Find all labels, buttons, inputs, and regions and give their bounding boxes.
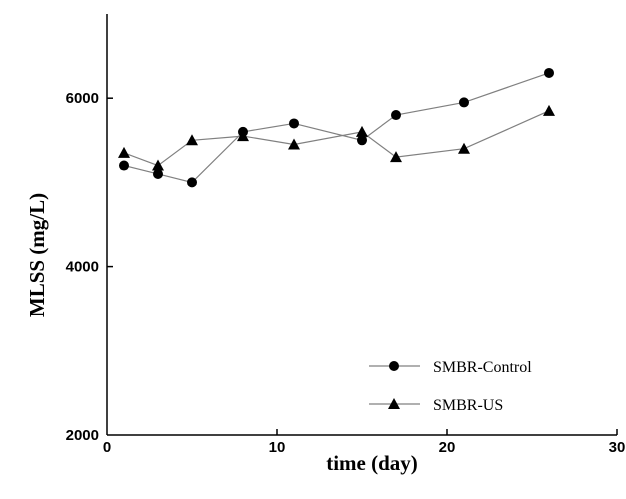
y-tick-label: 4000 [66,259,99,276]
point-smbr-control [153,168,163,179]
x-tick-label: 10 [269,439,286,456]
y-axis-title: MLSS (mg/L) [25,193,49,317]
x-tick-label: 0 [103,439,111,456]
series-line-smbr-control [123,72,550,184]
legend-marker-us [388,398,400,409]
legend: SMBR-Control SMBR-US [369,359,532,414]
markers [118,67,555,188]
axes [106,14,617,436]
point-smbr-control [119,160,129,171]
point-smbr-control [187,177,197,188]
point-smbr-us [356,125,368,137]
y-tick-label: 2000 [66,427,99,444]
legend-label-control: SMBR-Control [433,359,532,376]
point-smbr-us [288,138,300,150]
legend-label-us: SMBR-US [433,397,503,414]
point-smbr-us [186,134,198,146]
point-smbr-control [289,118,299,129]
point-smbr-us [543,104,555,116]
point-smbr-us [458,142,470,154]
x-tick-label: 20 [439,439,456,456]
point-smbr-control [459,97,469,108]
point-smbr-us [152,159,164,171]
y-tick-label: 6000 [66,90,99,107]
x-tick-label: 30 [609,439,626,456]
point-smbr-control [357,135,367,146]
point-smbr-us [118,146,130,158]
point-smbr-us [390,151,402,163]
ticks: 0 10 20 30 2000 4000 6000 [66,90,626,456]
point-smbr-control [391,110,401,121]
point-smbr-control [544,67,554,78]
point-smbr-us [237,130,249,142]
series-lines [123,72,550,184]
legend-marker-control [389,361,399,371]
x-axis-title: time (day) [326,451,418,475]
series-line-smbr-us [123,110,550,167]
